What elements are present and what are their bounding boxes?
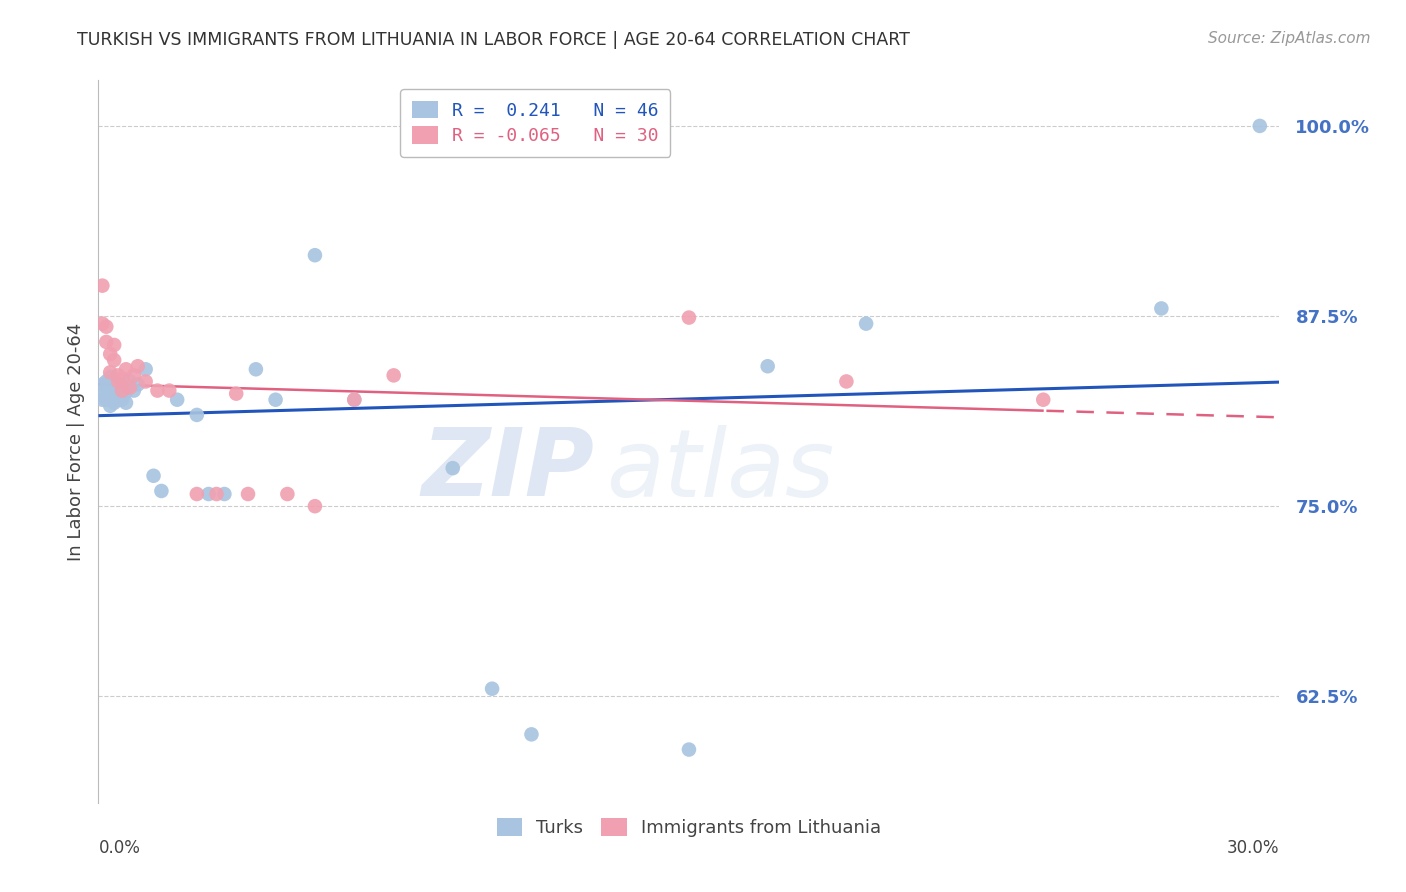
Point (118, 375, 141, 389)
Point (111, 384, 134, 398)
Point (96, 334, 118, 349)
Point (96, 390, 118, 404)
Point (115, 362, 138, 376)
Point (264, 392, 287, 407)
Point (678, 310, 700, 325)
Point (135, 375, 157, 389)
Point (115, 385, 138, 400)
Point (214, 487, 236, 501)
Point (1150, 301, 1173, 316)
Point (756, 359, 779, 374)
Point (236, 487, 259, 501)
Point (98, 399, 121, 413)
Point (150, 483, 173, 498)
Point (441, 461, 464, 475)
Point (98, 377, 121, 392)
Point (127, 359, 149, 374)
Text: TURKISH VS IMMIGRANTS FROM LITHUANIA IN LABOR FORCE | AGE 20-64 CORRELATION CHAR: TURKISH VS IMMIGRANTS FROM LITHUANIA IN … (77, 31, 910, 49)
Point (91, 317, 114, 331)
Point (96, 392, 118, 407)
Point (855, 317, 877, 331)
Point (225, 386, 247, 401)
Point (304, 248, 326, 262)
Point (91, 278, 114, 293)
Legend: Turks, Immigrants from Lithuania: Turks, Immigrants from Lithuania (489, 811, 889, 845)
Point (103, 384, 125, 398)
Point (166, 392, 188, 407)
Point (107, 388, 129, 402)
Point (205, 487, 228, 501)
Point (111, 384, 134, 398)
Point (835, 375, 858, 389)
Point (276, 487, 298, 501)
Point (111, 392, 134, 407)
Point (103, 377, 125, 392)
Text: 0.0%: 0.0% (98, 838, 141, 857)
Point (98, 365, 121, 379)
Point (96, 319, 118, 334)
Point (304, 499, 326, 513)
Point (135, 362, 157, 376)
Point (343, 392, 366, 407)
Point (107, 377, 129, 392)
Text: Source: ZipAtlas.com: Source: ZipAtlas.com (1208, 31, 1371, 46)
Point (98, 347, 121, 361)
Y-axis label: In Labor Force | Age 20-64: In Labor Force | Age 20-64 (66, 322, 84, 561)
Point (481, 681, 503, 696)
Point (98, 392, 121, 407)
Text: ZIP: ZIP (422, 425, 595, 516)
Point (520, 727, 543, 741)
Point (127, 377, 149, 392)
Point (103, 338, 125, 352)
Text: 30.0%: 30.0% (1227, 838, 1279, 857)
Point (98, 370, 121, 384)
Point (107, 368, 129, 383)
Point (1249, 119, 1271, 133)
Point (382, 368, 405, 383)
Point (122, 368, 145, 383)
Point (103, 390, 125, 404)
Point (245, 362, 267, 376)
Point (103, 396, 125, 410)
Point (107, 392, 129, 407)
Point (91, 377, 114, 392)
Point (107, 384, 129, 398)
Point (111, 371, 134, 385)
Point (103, 353, 125, 368)
Point (98, 385, 121, 400)
Point (197, 487, 219, 501)
Point (122, 384, 145, 398)
Text: atlas: atlas (606, 425, 835, 516)
Point (115, 396, 138, 410)
Point (118, 380, 141, 394)
Point (343, 392, 366, 407)
Point (146, 384, 169, 398)
Point (186, 408, 208, 422)
Point (186, 487, 208, 501)
Point (157, 384, 180, 398)
Point (91, 385, 114, 400)
Point (1032, 392, 1054, 407)
Point (96, 380, 118, 394)
Point (96, 375, 118, 389)
Point (678, 742, 700, 756)
Point (107, 375, 129, 389)
Point (142, 468, 165, 483)
Point (91, 392, 114, 407)
